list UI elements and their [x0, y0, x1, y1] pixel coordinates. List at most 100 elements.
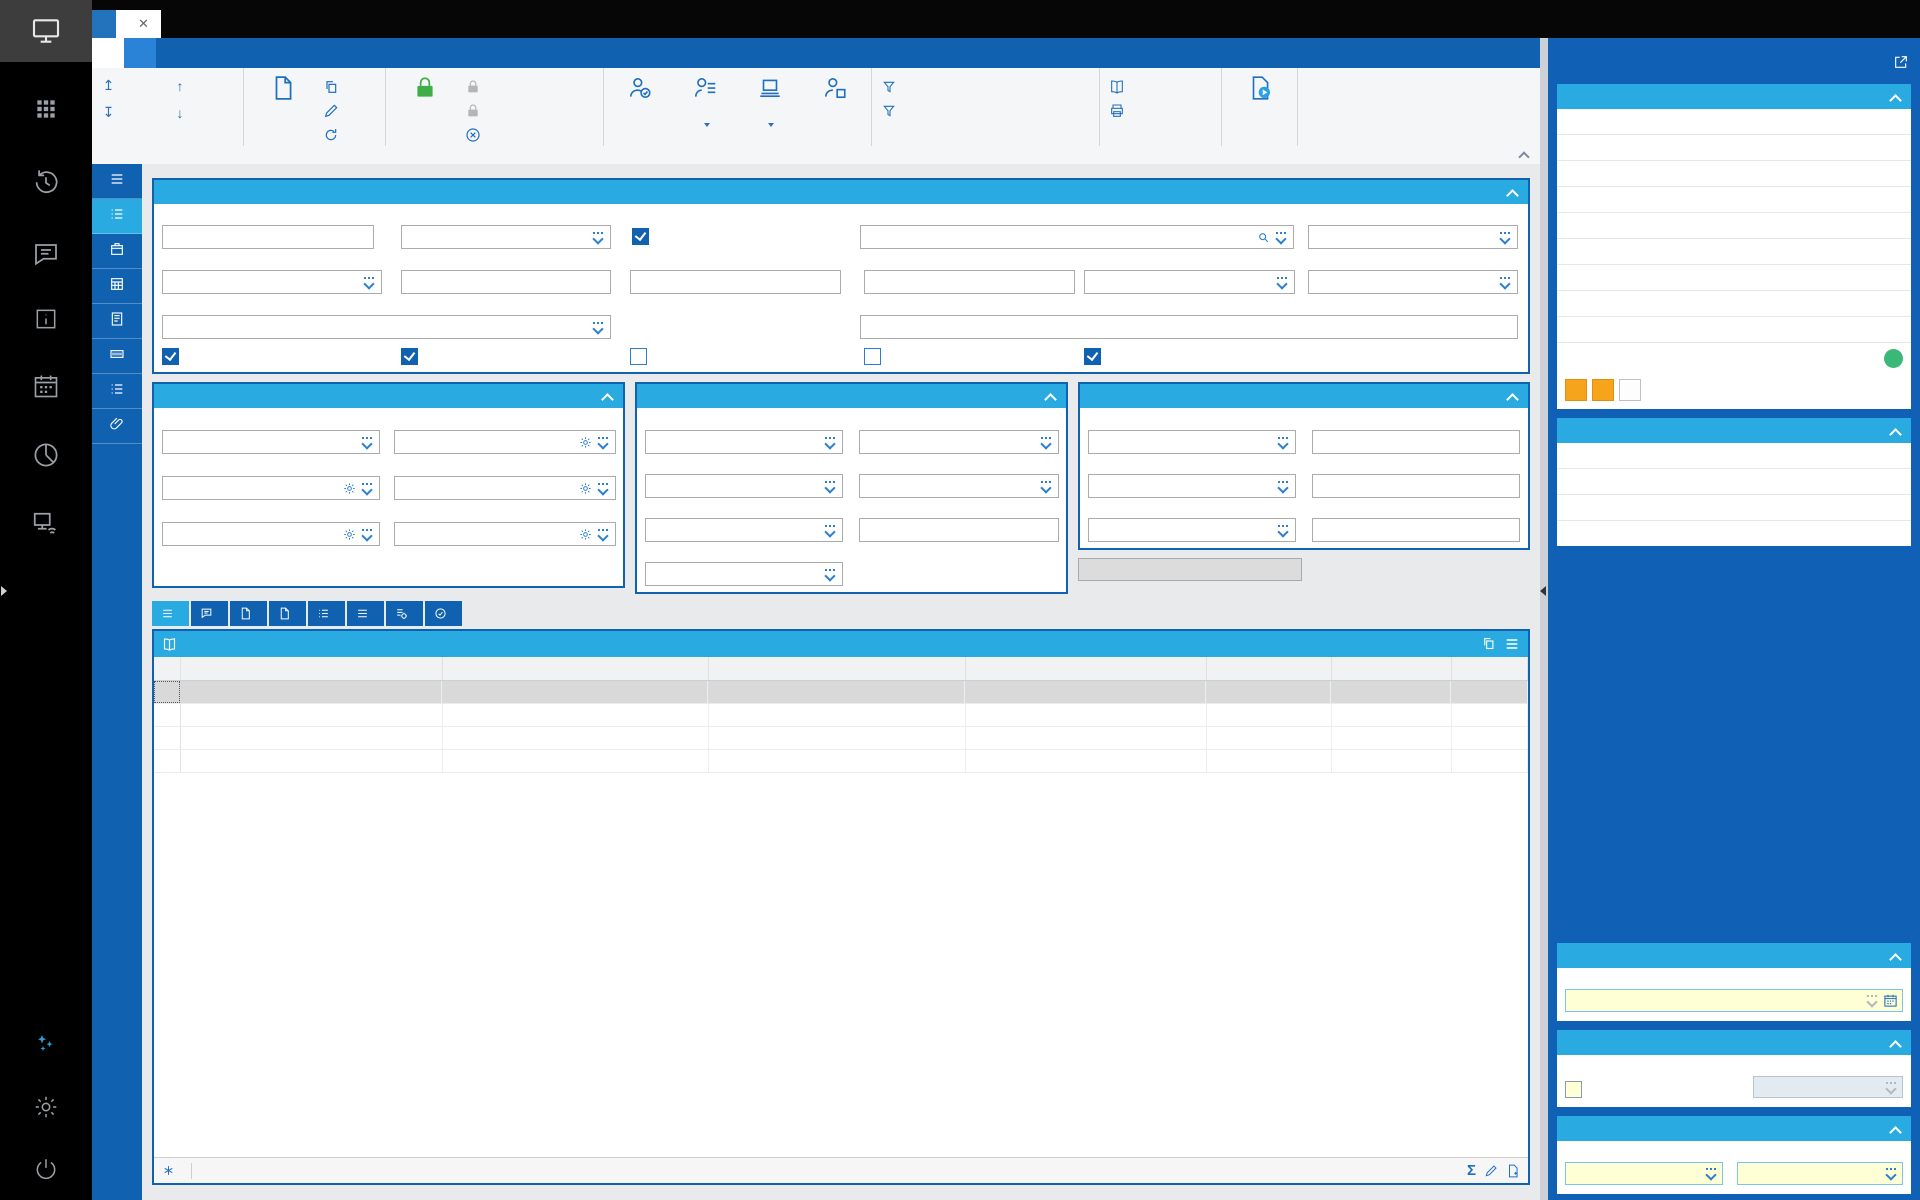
tab-komentare[interactable]	[191, 601, 228, 626]
refresh-button[interactable]	[320, 126, 347, 144]
show-selected-operation-button[interactable]	[878, 78, 905, 96]
panel-splitter[interactable]	[1540, 38, 1548, 1200]
dropdown-icon[interactable]	[596, 482, 610, 495]
dropdown-icon[interactable]	[362, 276, 376, 289]
menu-tab-funkce[interactable]	[124, 38, 156, 68]
cooperation-order-button[interactable]	[804, 72, 865, 132]
collapse-icon[interactable]	[1891, 92, 1903, 102]
apps-grid-icon[interactable]	[33, 96, 59, 122]
tab-kontrola-kvality[interactable]	[425, 601, 462, 626]
tab-prubeh-vyroby[interactable]	[386, 601, 423, 626]
col-stredisko[interactable]	[966, 657, 1207, 680]
kod1-input[interactable]	[645, 474, 843, 498]
collapse-right-arrow-icon[interactable]	[1540, 586, 1546, 596]
dropdown-icon[interactable]	[1274, 231, 1288, 244]
select-book-button[interactable]	[1106, 78, 1133, 96]
dropdown-icon[interactable]	[591, 321, 605, 334]
collapse-icon[interactable]	[1891, 951, 1903, 961]
menu-tab-system[interactable]	[188, 38, 220, 68]
collapse-icon[interactable]	[1046, 391, 1058, 401]
tab-parametry[interactable]	[308, 601, 345, 626]
nav-item-uctovani[interactable]	[92, 269, 142, 304]
col-kod-zakazky[interactable]	[443, 657, 709, 680]
settings-gear-icon[interactable]	[33, 1094, 59, 1120]
dropdown-icon[interactable]	[360, 436, 374, 449]
col-nadr-doklad[interactable]	[181, 657, 443, 680]
row-selector[interactable]	[154, 681, 180, 703]
ai-sparkle-icon[interactable]	[34, 1032, 58, 1056]
dropdown-icon[interactable]	[1865, 994, 1879, 1007]
kv-skladovy-input[interactable]	[1088, 474, 1296, 498]
dropdown-icon[interactable]	[1039, 436, 1053, 449]
row-selector[interactable]	[154, 704, 181, 726]
kv-nakladovy-input[interactable]	[1088, 518, 1296, 542]
nazev-input[interactable]	[162, 315, 611, 339]
ignoruj-ceny-checkbox[interactable]	[630, 348, 654, 365]
history-icon[interactable]	[31, 166, 61, 196]
dropdown-icon[interactable]	[1498, 231, 1512, 244]
copy-button[interactable]	[320, 78, 347, 96]
dropdown-icon[interactable]	[1276, 524, 1290, 537]
gear-icon[interactable]	[343, 528, 356, 541]
col-mj[interactable]	[1452, 657, 1528, 680]
nav-item-doklady[interactable]	[92, 304, 142, 339]
kod-zakazky-input[interactable]	[394, 430, 616, 454]
dropdown-icon[interactable]	[596, 436, 610, 449]
calendar-picker-icon[interactable]	[1883, 993, 1898, 1008]
sum-icon[interactable]: Σ	[1466, 1162, 1476, 1179]
copy-doc-icon[interactable]	[1481, 636, 1496, 651]
mnozstvi-skutecne-input[interactable]	[864, 270, 1075, 294]
mnozstvi-planovane-input[interactable]	[401, 270, 611, 294]
prostredek-input[interactable]	[645, 562, 843, 586]
remote-support-icon[interactable]	[31, 510, 61, 540]
collapse-icon[interactable]	[1508, 187, 1520, 197]
pie-chart-icon[interactable]	[31, 440, 61, 470]
magnifier-icon[interactable]	[1257, 231, 1270, 244]
dropdown-icon[interactable]	[1884, 1167, 1898, 1180]
doklad-input[interactable]	[162, 225, 374, 249]
gear-icon[interactable]	[579, 482, 592, 495]
dropdown-icon[interactable]	[823, 480, 837, 493]
calendar-icon[interactable]	[32, 372, 60, 400]
cena-celk-nakl-input[interactable]	[1312, 518, 1520, 542]
show-tp-product-button[interactable]	[878, 126, 905, 128]
table-row[interactable]	[154, 704, 1528, 727]
mj-input[interactable]	[162, 270, 382, 294]
table-row[interactable]	[154, 750, 1528, 773]
new-button[interactable]	[250, 72, 316, 144]
table-row[interactable]	[154, 727, 1528, 750]
nav-item-polozky[interactable]	[92, 234, 142, 269]
info-icon[interactable]	[33, 306, 59, 332]
vyrobek-checkbox[interactable]	[632, 228, 656, 245]
sklad-input[interactable]	[162, 430, 380, 454]
popis-input[interactable]	[860, 315, 1518, 339]
confirm-button[interactable]	[392, 72, 458, 144]
nav-item-realizace[interactable]	[92, 374, 142, 409]
first-button[interactable]: ↥	[98, 76, 166, 95]
neevidovat-skutecnost-checkbox[interactable]	[864, 348, 888, 365]
col-kod-zbozi[interactable]	[709, 657, 966, 680]
stredisko-input[interactable]	[645, 430, 843, 454]
change-confirm-date-button[interactable]	[462, 102, 489, 120]
tab-k2[interactable]	[92, 10, 116, 38]
nav-item-zakladni-udaje[interactable]	[92, 199, 142, 234]
sklad-setting-input[interactable]	[1737, 1162, 1903, 1185]
show-correction-items-button[interactable]	[878, 102, 905, 120]
sarze-input[interactable]	[394, 476, 616, 500]
stav-input[interactable]	[1308, 225, 1518, 249]
cena-celk-sk-input[interactable]	[1312, 474, 1520, 498]
unconfirm-button[interactable]	[462, 78, 489, 96]
col-mnoz-skut[interactable]	[1332, 657, 1452, 680]
dropdown-icon[interactable]	[360, 482, 374, 495]
cena-celk-pl-input[interactable]	[1312, 430, 1520, 454]
dropdown-icon[interactable]	[1704, 1167, 1718, 1180]
urceno-k-provazani-checkbox[interactable]	[1084, 348, 1108, 365]
open-in-window-icon[interactable]	[1893, 54, 1909, 70]
next-button[interactable]: ↓	[170, 103, 238, 122]
ostatni-button[interactable]	[1078, 558, 1302, 581]
varianta-tp-input[interactable]	[1084, 270, 1295, 294]
kod-zbozi-input[interactable]	[645, 518, 843, 542]
neuplny-tp-checkbox[interactable]	[162, 348, 186, 365]
collapse-icon[interactable]	[1891, 426, 1903, 436]
filtrovat-checkbox[interactable]	[1565, 1081, 1743, 1098]
